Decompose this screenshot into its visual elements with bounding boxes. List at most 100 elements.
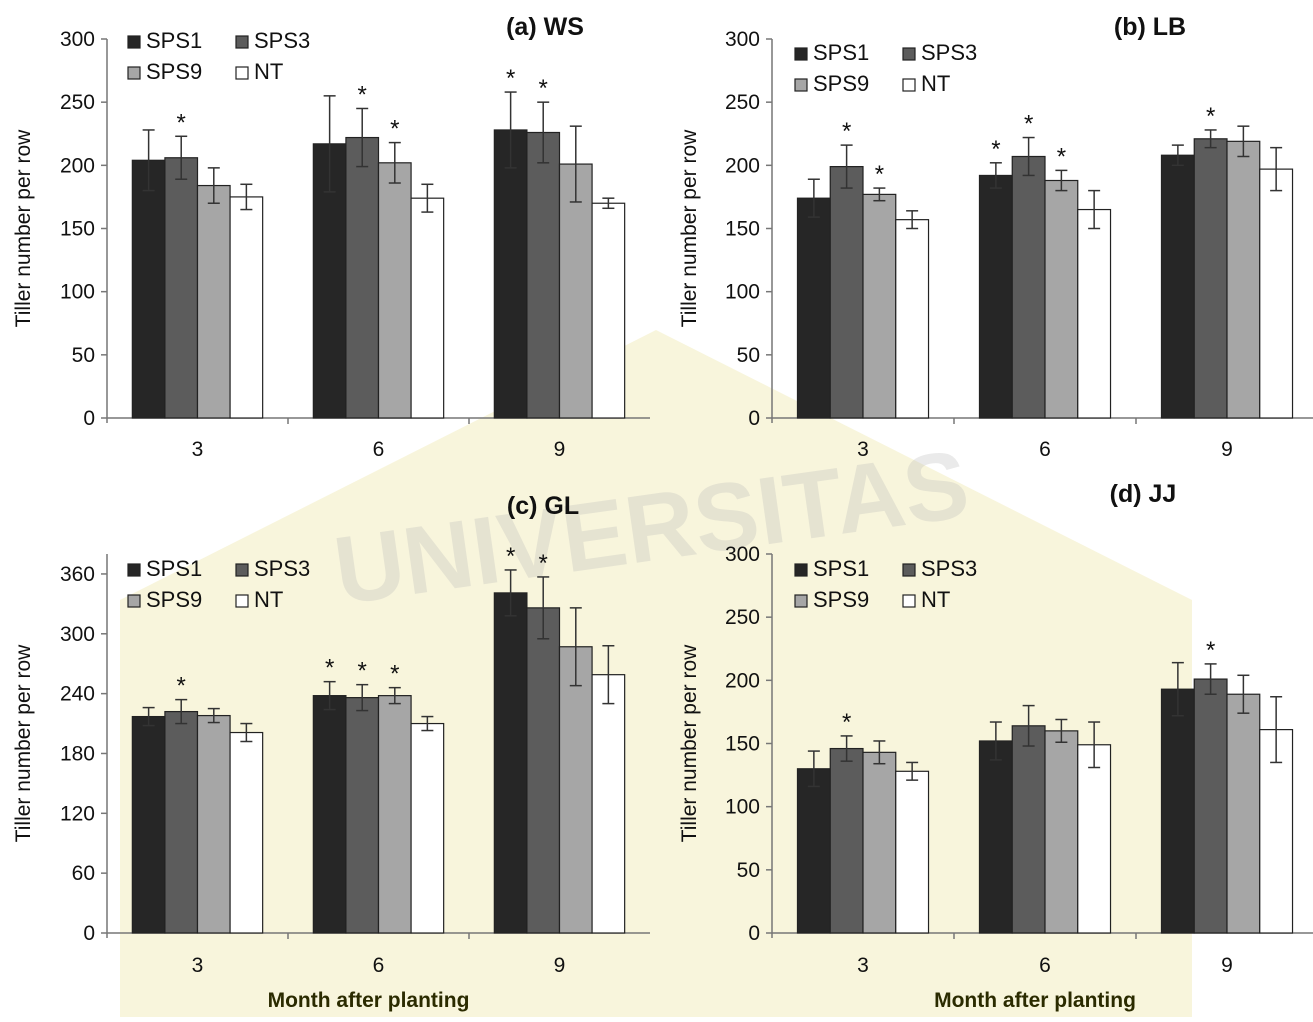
- y-tick-label: 60: [72, 862, 95, 885]
- bar-nt: [895, 770, 930, 934]
- significance-marker: *: [506, 65, 515, 92]
- legend-label-sps3: SPS3: [254, 28, 310, 53]
- y-tick-label: 200: [725, 154, 760, 177]
- y-tick-label: 150: [725, 218, 760, 241]
- y-tick-label: 50: [737, 859, 760, 882]
- bar-sps3: [1193, 138, 1228, 419]
- bar-sps1: [978, 740, 1013, 934]
- bar-sps1: [978, 174, 1013, 419]
- legend-label-sps9: SPS9: [813, 587, 869, 612]
- legend-swatch-sps3: [235, 35, 249, 49]
- legend-label-sps9: SPS9: [146, 587, 202, 612]
- bar-sps1: [796, 197, 831, 419]
- y-tick-label: 150: [725, 733, 760, 756]
- legend-label-sps1: SPS1: [146, 556, 202, 581]
- y-tick-label: 100: [60, 281, 95, 304]
- x-tick-label: 3: [857, 954, 869, 977]
- bar-nt: [229, 731, 264, 934]
- bar-nt: [1259, 729, 1294, 934]
- chart-panel-2: 0 50 100 150 200 250 300 Tiller number per row (…: [678, 13, 1313, 461]
- bar-sps3: [164, 710, 199, 934]
- legend-swatch-sps3: [902, 563, 916, 577]
- bar-sps3: [1011, 725, 1046, 934]
- bar-sps3: [526, 131, 561, 419]
- bar-nt: [591, 674, 626, 934]
- significance-marker: *: [358, 658, 367, 685]
- bar-sps3: [829, 165, 864, 419]
- y-tick-label: 50: [737, 344, 760, 367]
- significance-marker: *: [506, 543, 515, 570]
- legend-swatch-sps9: [127, 66, 141, 80]
- significance-marker: *: [325, 655, 334, 682]
- legend-swatch-sps9: [794, 78, 808, 92]
- bar-sps9: [1044, 179, 1079, 419]
- bar-sps9: [1226, 140, 1261, 419]
- y-tick-label: 120: [60, 802, 95, 825]
- y-tick-label: 300: [60, 28, 95, 51]
- bar-sps9: [1044, 730, 1079, 934]
- y-tick-label: 360: [60, 563, 95, 586]
- y-tick-label: 180: [60, 742, 95, 765]
- bar-sps9: [862, 751, 897, 934]
- x-tick-label: 3: [192, 954, 204, 977]
- bar-sps3: [345, 136, 380, 419]
- y-tick-label: 0: [83, 922, 95, 945]
- legend-swatch-sps9: [794, 594, 808, 608]
- bar-sps1: [312, 143, 347, 419]
- x-tick-label: 6: [373, 954, 385, 977]
- bar-sps1: [493, 129, 528, 419]
- significance-marker: *: [1206, 637, 1215, 664]
- y-tick-label: 200: [725, 669, 760, 692]
- y-tick-label: 300: [725, 543, 760, 566]
- y-tick-label: 300: [725, 28, 760, 51]
- significance-marker: *: [390, 116, 399, 143]
- bar-nt: [591, 202, 626, 419]
- chart-panel-3: 0 60 120 180 240 300 360 Tiller number per row (…: [12, 492, 650, 1012]
- bar-sps3: [829, 747, 864, 934]
- x-tick-label: 9: [554, 954, 566, 977]
- bar-sps9: [196, 714, 231, 934]
- panel-title: (d) JJ: [1110, 480, 1177, 508]
- y-axis-title: Tiller number per row: [12, 644, 35, 842]
- legend-swatch-nt: [902, 78, 916, 92]
- bar-sps9: [377, 695, 412, 934]
- x-tick-label: 6: [1039, 438, 1051, 461]
- bar-sps1: [131, 715, 166, 934]
- y-tick-label: 50: [72, 344, 95, 367]
- y-axis-title: Tiller number per row: [678, 644, 701, 842]
- y-tick-label: 240: [60, 683, 95, 706]
- x-tick-label: 6: [373, 438, 385, 461]
- legend-label-nt: NT: [921, 71, 950, 96]
- legend-swatch-nt: [902, 594, 916, 608]
- bar-nt: [1259, 168, 1294, 419]
- y-tick-label: 200: [60, 154, 95, 177]
- legend-label-sps3: SPS3: [254, 556, 310, 581]
- y-tick-label: 250: [60, 91, 95, 114]
- x-tick-label: 9: [554, 438, 566, 461]
- legend-swatch-sps1: [794, 47, 808, 61]
- legend-label-sps1: SPS1: [146, 28, 202, 53]
- bar-sps1: [131, 159, 166, 419]
- bar-sps9: [196, 184, 231, 419]
- significance-marker: *: [177, 673, 186, 700]
- bar-nt: [1077, 744, 1112, 934]
- y-tick-label: 150: [60, 218, 95, 241]
- y-tick-label: 0: [748, 407, 760, 430]
- legend-label-sps9: SPS9: [146, 59, 202, 84]
- legend-label-sps1: SPS1: [813, 556, 869, 581]
- significance-marker: *: [842, 709, 851, 736]
- bar-sps3: [526, 607, 561, 934]
- panel-title: (a) WS: [506, 13, 584, 41]
- significance-marker: *: [842, 118, 851, 145]
- y-tick-label: 300: [60, 623, 95, 646]
- legend-label-nt: NT: [921, 587, 950, 612]
- legend-label-sps3: SPS3: [921, 40, 977, 65]
- bar-sps3: [1011, 155, 1046, 419]
- y-tick-label: 100: [725, 796, 760, 819]
- y-tick-label: 250: [725, 606, 760, 629]
- panel-title: (c) GL: [507, 492, 579, 520]
- bar-sps1: [312, 695, 347, 934]
- y-axis-title: Tiller number per row: [12, 129, 35, 327]
